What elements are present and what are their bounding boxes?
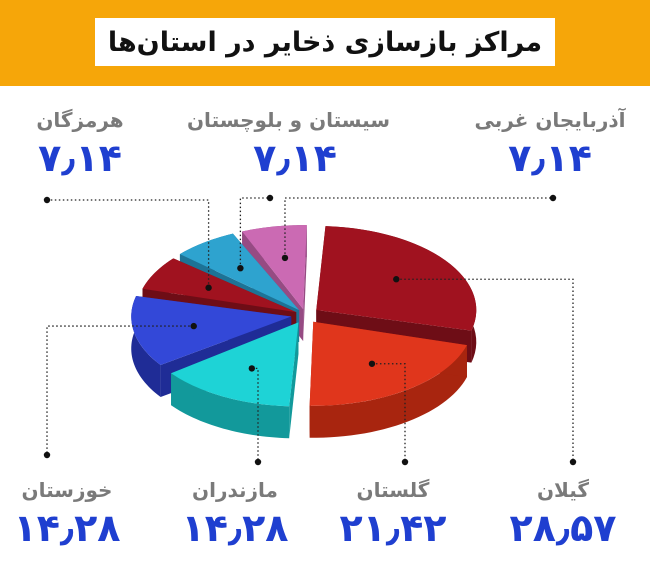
leader-dot-khuzestan-0 (190, 322, 197, 330)
pie-slice-khuzestan (131, 295, 292, 366)
slice-value-mazandaran: ۱۴٫۲۸ (181, 506, 289, 550)
leader-dot-azarbaijan-gharbi-1 (549, 194, 557, 202)
pie-slices (131, 225, 477, 439)
slice-value-gilan: ۲۸٫۵۷ (509, 506, 617, 550)
slice-value-hormozgan: ۷٫۱۴ (38, 136, 122, 180)
leader-dot-hormozgan-1 (43, 196, 51, 204)
leader-line-hormozgan (47, 199, 210, 288)
chart-title: مراکز بازسازی ذخایر در استان‌ها (107, 26, 543, 58)
slice-name-hormozgan: هرمزگان (36, 108, 124, 132)
pie-slice-azarbaijan-gharbi (242, 225, 307, 310)
slice-name-azarbaijan-gharbi: آذربایجان غربی (474, 108, 626, 132)
leader-dot-gilan-1 (569, 458, 577, 466)
pie-slice-mazandaran (171, 322, 299, 407)
label-gilan: گیلان ۲۸٫۵۷ (468, 478, 650, 550)
slice-name-gilan: گیلان (536, 478, 590, 502)
leader-dot-mazandaran-0 (248, 365, 256, 372)
leader-line-khuzestan (46, 325, 194, 455)
slice-value-golestan: ۲۱٫۴۲ (339, 506, 447, 550)
title-box: مراکز بازسازی ذخایر در استان‌ها (95, 18, 555, 66)
pie-slice-side-golestan (309, 345, 467, 438)
label-azarbaijan-gharbi: آذربایجان غربی ۷٫۱۴ (455, 108, 645, 180)
slice-name-mazandaran: مازندران (192, 478, 278, 502)
leader-dot-mazandaran-1 (254, 458, 262, 466)
leader-dot-sistan-baluchestan-1 (266, 194, 274, 202)
leader-dot-sistan-baluchestan-0 (237, 264, 244, 272)
label-hormozgan: هرمزگان ۷٫۱۴ (0, 108, 175, 180)
title-bar: مراکز بازسازی ذخایر در استان‌ها (0, 0, 650, 86)
slice-name-sistan-baluchestan: سیستان و بلوچستان (186, 108, 390, 132)
label-golestan: گلستان ۲۱٫۴۲ (298, 478, 488, 550)
leader-dot-gilan-0 (393, 276, 400, 283)
leader-line-gilan (396, 278, 574, 462)
slice-name-golestan: گلستان (356, 478, 430, 502)
leader-dot-golestan-0 (368, 360, 376, 367)
label-sistan-baluchestan: سیستان و بلوچستان ۷٫۱۴ (186, 108, 390, 180)
slice-value-azarbaijan-gharbi: ۷٫۱۴ (508, 136, 592, 180)
leader-dot-azarbaijan-gharbi-0 (281, 254, 289, 262)
leader-dot-khuzestan-1 (43, 451, 51, 459)
pie-slice-wall-azarbaijan-gharbi-1 (303, 225, 307, 342)
label-mazandaran: مازندران ۱۴٫۲۸ (140, 478, 330, 550)
slice-value-sistan-baluchestan: ۷٫۱۴ (253, 136, 337, 180)
label-khuzestan: خوزستان ۱۴٫۲۸ (0, 478, 162, 550)
pie-slice-sistan-baluchestan (179, 233, 300, 311)
leader-dot-golestan-1 (401, 458, 409, 466)
slice-name-khuzestan: خوزستان (21, 478, 113, 502)
pie-slice-side-khuzestan (131, 295, 161, 398)
leader-dot-hormozgan-0 (205, 284, 212, 291)
leader-lines (43, 194, 577, 466)
slice-value-khuzestan: ۱۴٫۲۸ (13, 506, 121, 550)
leader-line-mazandaran (251, 367, 259, 462)
pie-slice-hormozgan (142, 258, 297, 313)
leader-line-golestan (371, 363, 406, 462)
